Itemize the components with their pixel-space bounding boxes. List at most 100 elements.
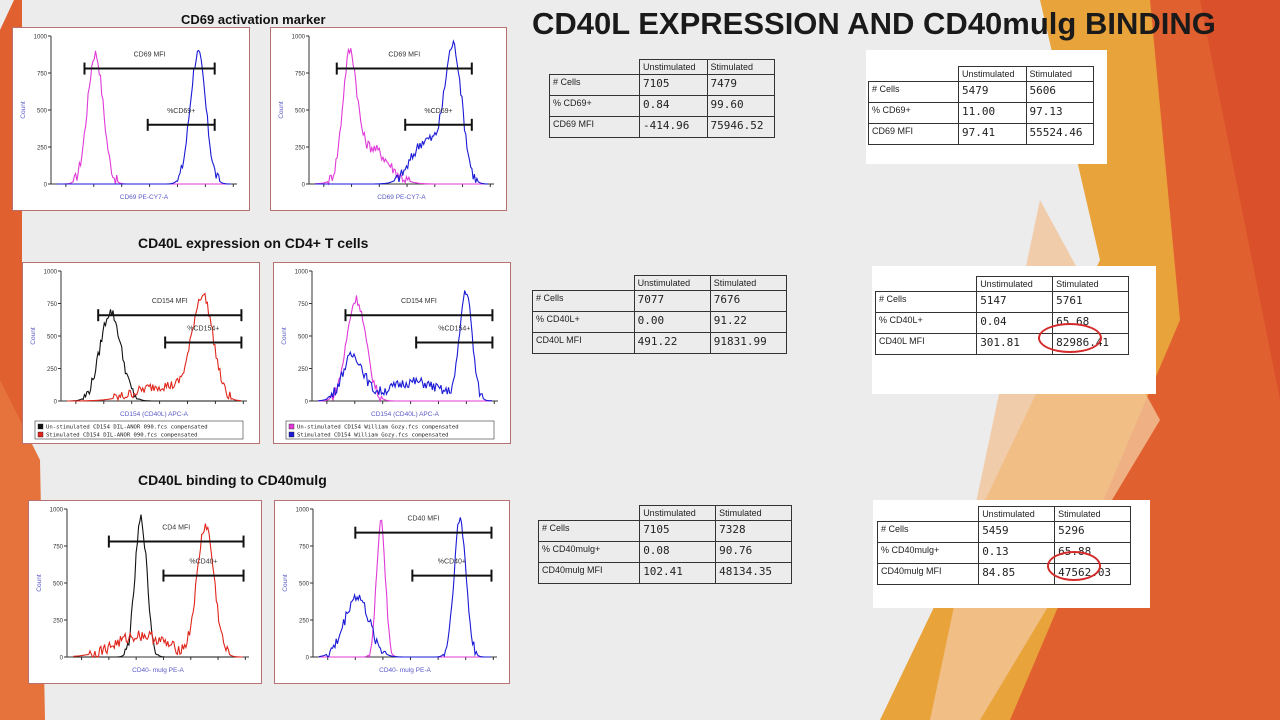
y-tick-label: 0 [305,400,309,406]
y-tick-label: 1000 [296,508,310,514]
column-header: Unstimulated [639,505,717,521]
y-tick-label: 500 [298,335,309,341]
gate-bar-1 [344,309,494,322]
unstimulated-value: 7105 [639,74,708,96]
table-row: # Cells 5147 5761 [874,291,1129,313]
stats-table-cd40l-1: Unstimulated Stimulated # Cells 7077 7676% C… [532,275,788,354]
gate-label-2: %CD69+ [424,108,452,115]
row-label: # Cells [549,74,640,96]
row-label: % CD69+ [868,102,959,124]
x-axis-label: CD154 (CD40L) APC-A [371,411,440,418]
table-row: # Cells 7105 7479 [549,74,775,96]
stimulated-value: 55524.46 [1025,123,1094,145]
magenta-histogram-curve [319,519,491,659]
stats-table-cd40mulg-1: Unstimulated Stimulated # Cells 7105 7328% C… [537,505,792,584]
slide-title: CD40L EXPRESSION AND CD40mulg BINDING [532,6,1216,41]
y-tick-label: 250 [47,367,58,373]
y-tick-label: 250 [295,146,306,152]
section-title-cd69: CD69 activation marker [181,12,326,27]
gate-label-1: CD4 MFI [162,525,190,532]
table-row: # Cells 5479 5606 [868,81,1094,103]
blue-histogram-curve [318,517,491,658]
unstimulated-value: 0.00 [633,311,711,333]
row-label: % CD40mulg+ [537,541,641,563]
gate-label-1: CD40 MFI [407,516,439,523]
gate-label-2: %CD40+ [189,559,217,566]
y-tick-label: 500 [53,582,64,588]
magenta-histogram-curve [314,47,488,186]
y-tick-label: 500 [47,335,58,341]
empty-header-cell [875,276,978,292]
blue-histogram-curve [57,49,231,185]
empty-header-cell [868,66,959,82]
y-tick-label: 250 [53,619,64,625]
y-tick-label: 250 [299,619,310,625]
blue-histogram-curve [315,39,489,185]
unstimulated-value: 5147 [976,291,1054,313]
table-row: CD40mulg MFI 102.41 48134.35 [537,562,792,584]
legend-entry: Un-stimulated CD154 DIL-ANOR 090.fcs com… [46,425,208,431]
y-tick-label: 0 [54,400,58,406]
table-row: # Cells 7105 7328 [537,520,792,542]
y-tick-label: 750 [37,72,48,78]
table-row: % CD69+ 11.00 97.13 [868,102,1094,124]
histogram-cd40mulg-binding-2: 0 250 500 750 1000 Count CD40- mulg PE-A CD40 M… [274,500,510,684]
y-tick-label: 500 [37,109,48,115]
legend-entry: Un-stimulated CD154 William Gozy.fcs com… [297,425,459,431]
gate-bar-1 [354,526,493,539]
p3-svg: 0 250 500 750 1000 Count CD154 (CD40L) APC-A CD… [30,270,247,440]
row-label: # Cells [868,81,959,103]
header-row: Unstimulated Stimulated [532,275,788,291]
y-tick-label: 500 [295,109,306,115]
histogram-cd154-donor-2: 0 250 500 750 1000 Count CD154 (CD40L) APC-A CD… [273,262,511,444]
table-row: % CD40mulg+ 0.08 90.76 [537,541,792,563]
row-label: % CD40L+ [874,312,978,334]
header-row: Unstimulated Stimulated [868,66,1094,82]
column-header: Unstimulated [978,506,1056,522]
stimulated-value: 91831.99 [709,332,788,354]
y-tick-label: 750 [295,72,306,78]
row-label: % CD40mulg+ [876,542,980,564]
gate-label-1: CD154 MFI [401,298,437,305]
y-tick-label: 250 [37,146,48,152]
y-tick-label: 750 [299,545,310,551]
legend-swatch [288,431,295,438]
table-row: CD69 MFI 97.41 55524.46 [868,123,1094,145]
unstimulated-value: 84.85 [978,563,1056,585]
unstimulated-value: 491.22 [633,332,711,354]
unstimulated-value: 11.00 [958,102,1027,124]
legend-box [285,420,495,440]
stats-table-cd69-1: Unstimulated Stimulated # Cells 7105 7479% C… [549,59,775,138]
gate-bar-2 [404,118,473,131]
gate-label-2: %CD154+ [187,326,219,333]
unstimulated-value: 97.41 [958,123,1027,145]
gate-label-2: %CD154+ [438,326,470,333]
stimulated-value: 48134.35 [715,562,792,584]
row-label: # Cells [532,290,635,312]
row-label: # Cells [874,291,978,313]
right-orange-shape [1010,0,1280,720]
column-header: Unstimulated [639,59,708,75]
p1-svg: 0 250 500 750 1000 Count CD69 PE-CY7-A CD69 MFI… [20,35,237,201]
empty-header-cell [549,59,640,75]
row-label: CD40mulg MFI [876,563,980,585]
histogram-cd69-unstimulated-vs-stimulated-1: 0 250 500 750 1000 Count CD69 PE-CY7-A CD69 MFI… [12,27,250,211]
magenta-histogram-curve [317,295,492,403]
unstimulated-value: 7077 [633,290,711,312]
histogram-cd40mulg-binding-1: 0 250 500 750 1000 Count CD40- mulg PE-A CD4 MF… [28,500,262,684]
stimulated-value: 75946.52 [706,116,775,138]
y-tick-label: 750 [47,302,58,308]
stimulated-value: 91.22 [709,311,788,333]
legend-entry: Stimulated CD154 William Gozy.fcs compen… [297,433,449,439]
x-axis-label: CD154 (CD40L) APC-A [120,411,189,418]
y-axis-label: Count [36,574,43,592]
row-label: # Cells [537,520,641,542]
y-tick-label: 750 [298,302,309,308]
table-row: % CD40L+ 0.00 91.22 [532,311,788,333]
gate-bar-1 [97,309,243,322]
column-header: Stimulated [1025,66,1094,82]
gate-bar-2 [146,118,216,131]
row-label: CD69 MFI [549,116,640,138]
y-axis-label: Count [30,327,37,345]
gate-bar-2 [415,336,494,349]
